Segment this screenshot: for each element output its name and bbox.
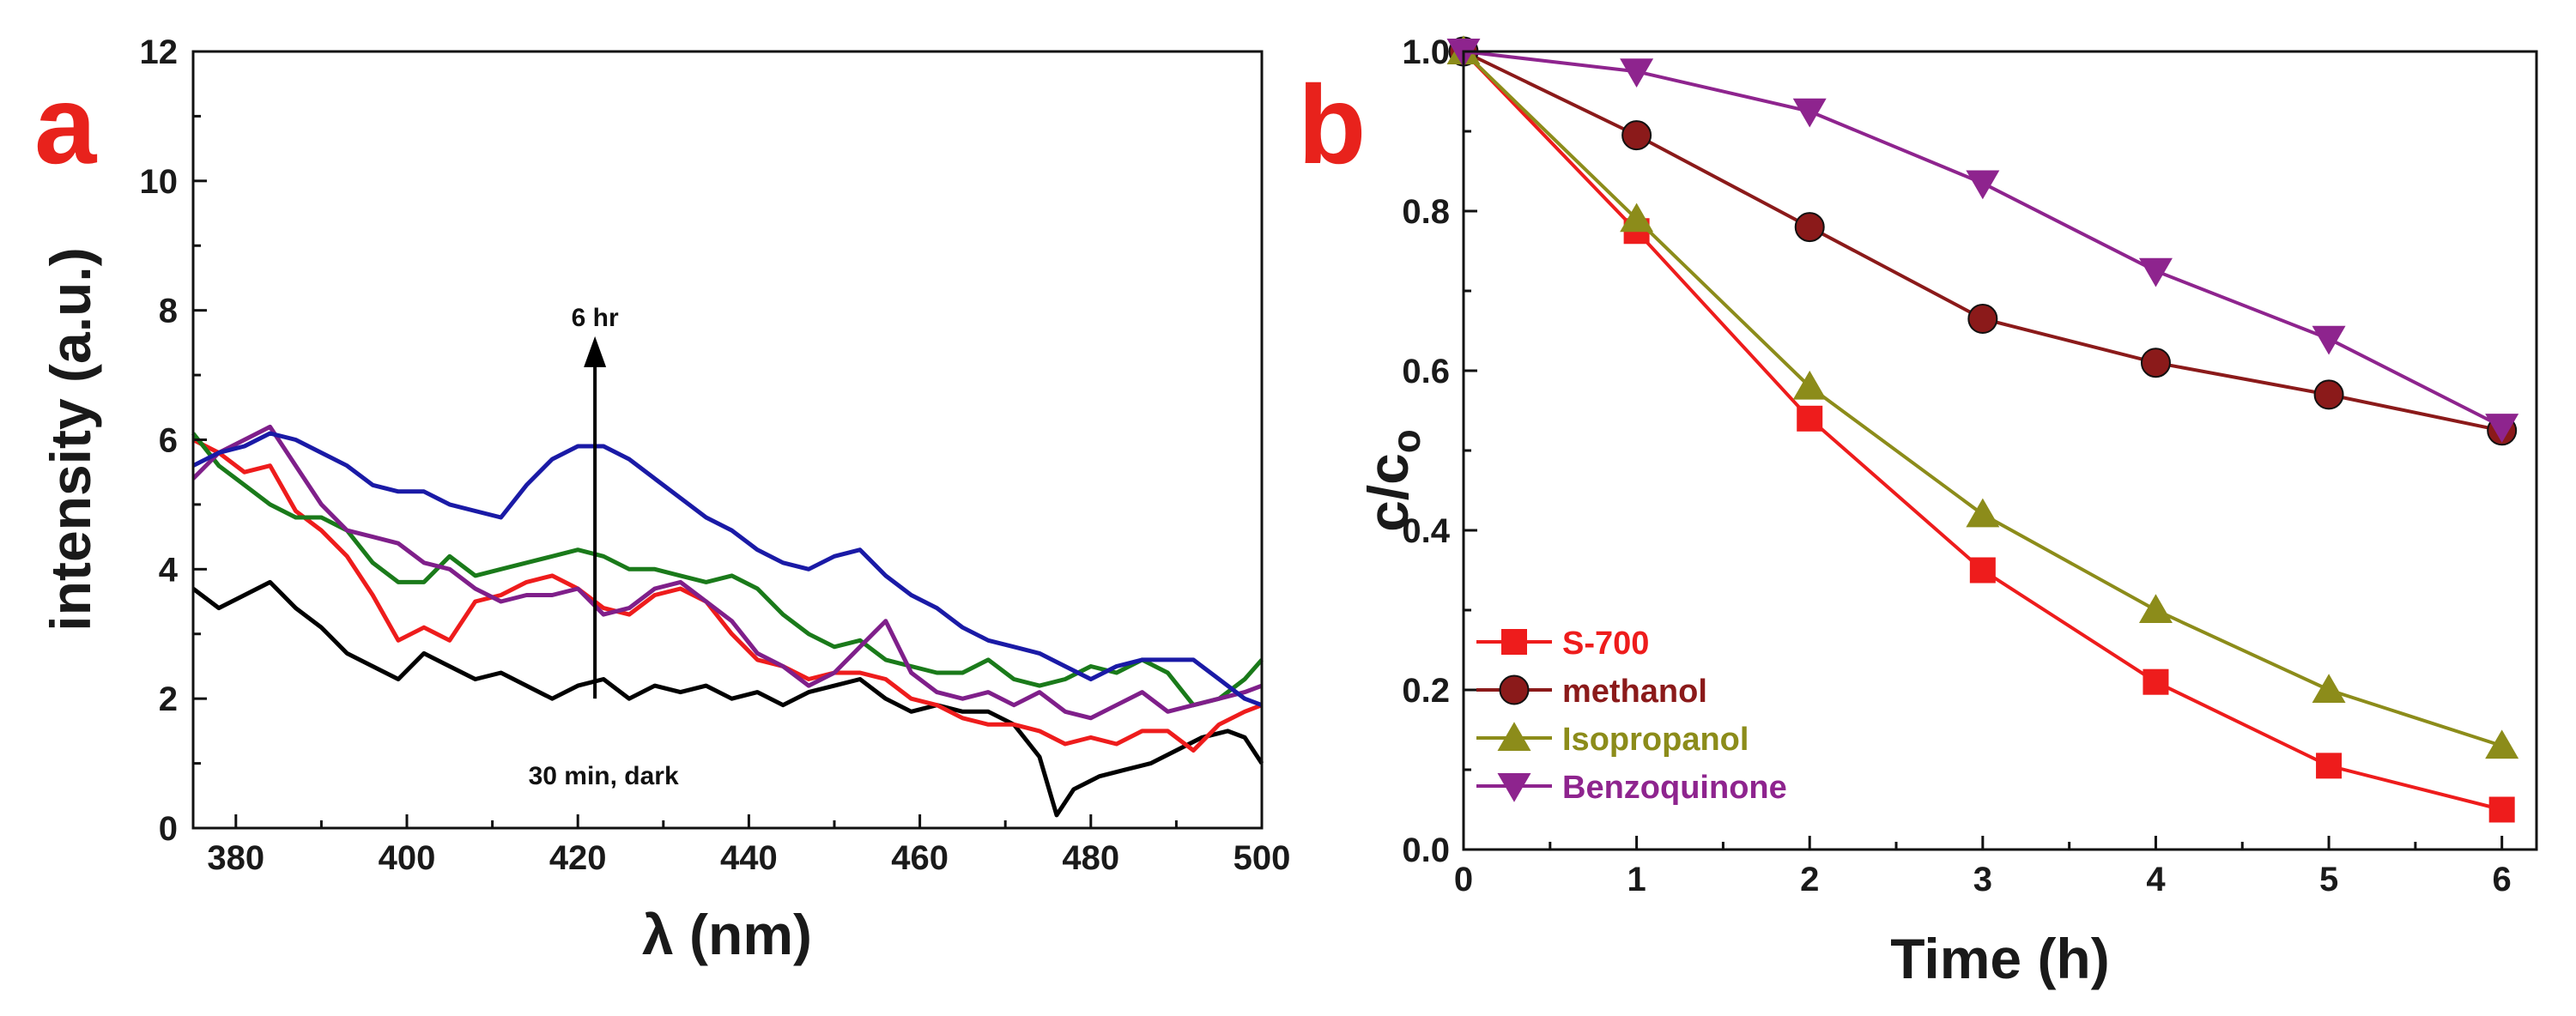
panel-b-series xyxy=(1446,35,2519,823)
panel-a-x-axis-title: λ (nm) xyxy=(642,903,812,966)
a-x-tick-label: 500 xyxy=(1233,839,1291,877)
data-point-methanol xyxy=(2140,348,2171,378)
data-point-s-700 xyxy=(2488,796,2515,823)
a-y-tick-label: 12 xyxy=(140,33,179,71)
b-x-tick-label: 6 xyxy=(2493,861,2512,898)
a-x-tick-label: 380 xyxy=(207,839,264,877)
spectrum-line-30-min-dark xyxy=(191,579,1264,818)
a-x-tick-label: 420 xyxy=(549,839,607,877)
a-x-tick-label: 440 xyxy=(720,839,778,877)
legend-marker-s-700 xyxy=(1501,629,1527,655)
a-y-tick-label: 6 xyxy=(159,422,178,460)
data-point-s-700 xyxy=(2143,668,2169,695)
a-y-tick-label: 8 xyxy=(159,293,178,330)
legend-label-s-700: S-700 xyxy=(1562,626,1649,662)
legend-label-methanol: methanol xyxy=(1562,674,1707,710)
data-point-benzoquinone xyxy=(2138,257,2173,287)
a-x-tick-label: 400 xyxy=(379,839,436,877)
panel-a: a 380 400 420 440 460 480 500 0 2 4 6 8 10 12 6 hr 30… xyxy=(34,33,1290,966)
b-x-tick-label: 2 xyxy=(1800,861,1819,898)
panel-b-x-axis-title: Time (h) xyxy=(1890,927,2109,990)
data-point-isopropanol xyxy=(2485,729,2519,759)
data-point-methanol xyxy=(1794,212,1825,243)
panel-a-axes: 380 400 420 440 460 480 500 0 2 4 6 8 10 12 xyxy=(140,33,1291,877)
a-x-tick-label: 480 xyxy=(1062,839,1119,877)
legend-label-benzoquinone: Benzoquinone xyxy=(1562,770,1787,806)
b-x-tick-label: 0 xyxy=(1454,861,1473,898)
b-y-tick-label: 0.8 xyxy=(1402,193,1450,231)
panel-b-legend: S-700 methanol Isopropanol Benzoquinone xyxy=(1476,626,1787,806)
data-point-s-700 xyxy=(1797,405,1823,432)
a-x-tick-label: 460 xyxy=(891,839,949,877)
spectrum-line-purple xyxy=(191,424,1263,721)
a-y-tick-label: 0 xyxy=(159,810,178,848)
data-point-benzoquinone xyxy=(1620,58,1654,88)
data-point-isopropanol xyxy=(1620,203,1654,233)
panel-b-axes: 0 1 2 3 4 5 6 0.0 0.2 0.4 0.6 0.8 1.0 xyxy=(1402,33,2511,898)
data-point-isopropanol xyxy=(2138,594,2173,623)
panel-a-letter: a xyxy=(34,62,98,187)
series-line-benzoquinone xyxy=(1463,50,2503,428)
legend-label-isopropanol: Isopropanol xyxy=(1562,722,1749,758)
b-y-tick-label: 0.4 xyxy=(1402,512,1450,550)
data-point-isopropanol xyxy=(1792,370,1827,400)
b-y-tick-label: 0.6 xyxy=(1402,353,1450,390)
b-x-tick-label: 4 xyxy=(2146,861,2166,898)
panel-b-y-axis-title: c/co xyxy=(1356,429,1428,532)
y-title-main: c/c xyxy=(1356,453,1420,532)
b-y-tick-label: 0.0 xyxy=(1402,832,1450,869)
a-y-tick-label: 10 xyxy=(140,163,179,201)
a-y-tick-label: 2 xyxy=(159,680,178,718)
data-point-isopropanol xyxy=(1966,498,2000,528)
a-y-tick-label: 4 xyxy=(159,551,179,589)
panel-a-annotation: 6 hr 30 min, dark xyxy=(529,304,679,790)
data-point-isopropanol xyxy=(2312,674,2346,703)
data-point-s-700 xyxy=(1969,557,1996,584)
y-title-subscript: o xyxy=(1384,429,1428,453)
b-x-tick-label: 1 xyxy=(1627,861,1646,898)
data-point-benzoquinone xyxy=(2485,414,2519,443)
b-x-tick-label: 3 xyxy=(1973,861,1992,898)
series-line-methanol xyxy=(1463,50,2503,432)
panel-b-letter: b xyxy=(1298,62,1366,187)
panel-b-y-axis-title-group: c/co xyxy=(1356,429,1428,532)
data-point-methanol xyxy=(2313,379,2344,410)
spectrum-line-6-hr xyxy=(191,431,1263,708)
b-y-tick-label: 0.2 xyxy=(1402,672,1450,710)
legend-marker-methanol xyxy=(1499,674,1530,705)
time-arrow-head xyxy=(584,336,607,367)
data-point-benzoquinone xyxy=(1792,98,1827,128)
arrow-label-6hr: 6 hr xyxy=(572,304,619,332)
panel-a-y-axis-title: intensity (a.u.) xyxy=(39,247,102,631)
spectrum-line-green xyxy=(191,432,1264,708)
data-point-methanol xyxy=(1621,120,1652,151)
data-point-benzoquinone xyxy=(2312,325,2346,355)
legend-marker-isopropanol xyxy=(1497,722,1531,751)
legend-marker-benzoquinone xyxy=(1497,773,1531,802)
panel-a-series xyxy=(191,424,1264,818)
spectrum-line-red xyxy=(191,438,1263,753)
data-point-methanol xyxy=(1967,304,1998,335)
b-y-tick-label: 1.0 xyxy=(1402,33,1450,71)
data-point-benzoquinone xyxy=(1966,170,2000,200)
panel-b: b 0 1 2 3 4 5 6 0.0 0.2 0.4 0.6 0.8 1.0 S-700 methano… xyxy=(1298,33,2538,990)
b-x-tick-label: 5 xyxy=(2319,861,2338,898)
arrow-label-dark: 30 min, dark xyxy=(529,762,679,790)
data-point-s-700 xyxy=(2316,753,2343,779)
